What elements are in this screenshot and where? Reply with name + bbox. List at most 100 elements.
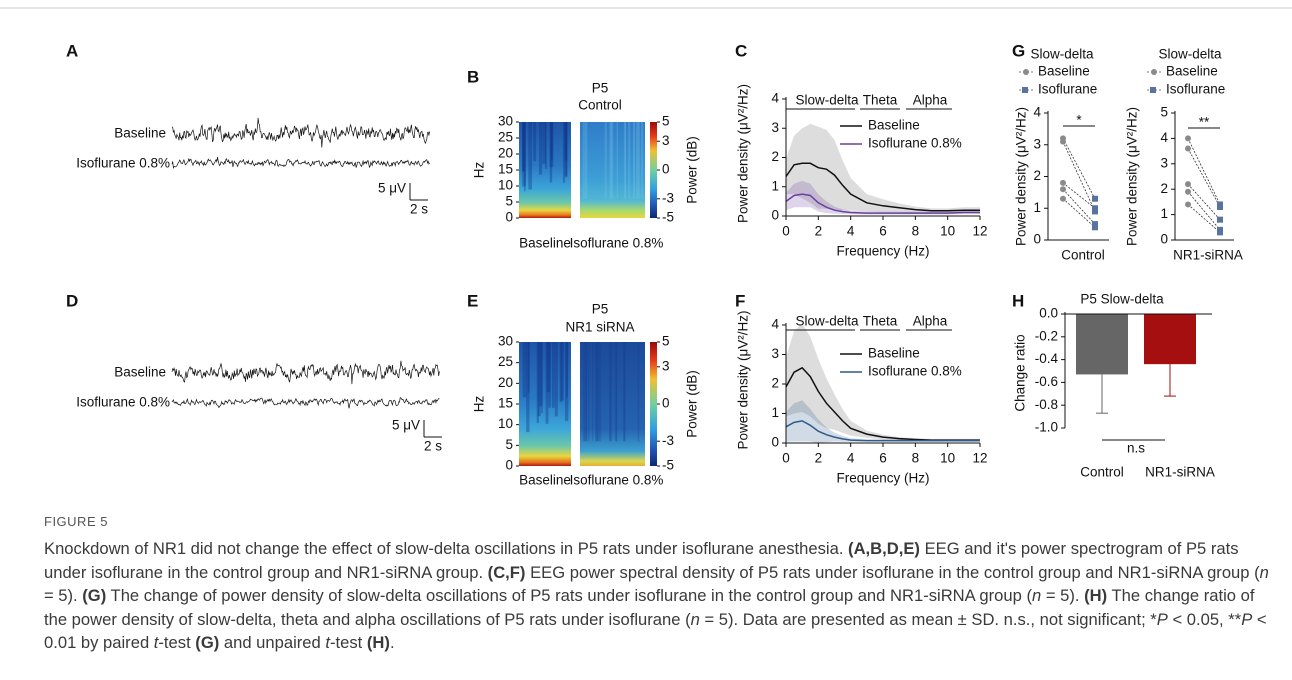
colorbar-tick-label: -5 bbox=[662, 210, 674, 225]
column-label: Isoflurane 0.8% bbox=[570, 473, 664, 488]
bar bbox=[1076, 314, 1128, 375]
sd-band bbox=[786, 123, 980, 214]
caption-run: -test bbox=[330, 633, 367, 652]
legend-label: Isoflurane 0.8% bbox=[868, 364, 962, 379]
pair-line bbox=[1187, 183, 1221, 220]
spectrogram-streak bbox=[611, 122, 614, 199]
panel-label: A bbox=[66, 41, 78, 60]
spectrogram-streak bbox=[585, 122, 588, 199]
colorbar-tick-label: 3 bbox=[662, 358, 670, 373]
eeg-trace bbox=[171, 117, 430, 148]
spectrogram-streak bbox=[614, 342, 618, 442]
legend-label: Baseline bbox=[1038, 64, 1090, 79]
caption-run: = 5). bbox=[44, 586, 83, 605]
legend-marker bbox=[1150, 87, 1156, 93]
x-tick-label: 0 bbox=[782, 451, 790, 466]
y-tick-label: 20 bbox=[498, 146, 513, 161]
y-tick-label: 1 bbox=[1033, 200, 1041, 215]
spectrogram-streak bbox=[522, 122, 526, 187]
spectrogram-streak bbox=[584, 342, 587, 442]
colorbar bbox=[650, 342, 657, 466]
point bbox=[1217, 203, 1223, 210]
scale-label: 2 s bbox=[410, 202, 428, 217]
spectrogram-streak bbox=[610, 122, 612, 199]
panel-label: C bbox=[735, 41, 747, 60]
spectrogram-image bbox=[519, 342, 571, 466]
y-tick-label: 10 bbox=[498, 416, 513, 431]
spectrogram-streak bbox=[523, 122, 526, 192]
spectrogram-streak bbox=[616, 122, 619, 199]
x-axis-label: NR1-siRNA bbox=[1173, 248, 1243, 263]
y-tick-label: 20 bbox=[498, 375, 513, 390]
y-tick-label: 4 bbox=[771, 317, 779, 332]
spectrogram-streak bbox=[551, 342, 555, 408]
y-tick-label: -0.2 bbox=[1035, 328, 1058, 343]
series-line bbox=[785, 193, 980, 214]
column-label: Baseline bbox=[519, 473, 571, 488]
caption-symbol: P bbox=[1156, 609, 1168, 629]
pair-line bbox=[1062, 188, 1096, 225]
x-tick-label: Control bbox=[1080, 465, 1124, 480]
x-tick-label: 8 bbox=[912, 451, 920, 466]
point bbox=[1060, 138, 1066, 145]
spectrogram-title: P5 bbox=[592, 81, 609, 96]
y-tick-label: -0.4 bbox=[1035, 351, 1059, 366]
x-tick-label: 10 bbox=[940, 451, 955, 466]
colorbar-tick-label: 0 bbox=[662, 396, 670, 411]
point bbox=[1092, 205, 1098, 212]
spectrogram-title: P5 bbox=[592, 302, 609, 317]
caption-ref: (H) bbox=[1084, 586, 1108, 605]
spectrogram-streak bbox=[546, 342, 551, 393]
caption-ref: (H) bbox=[366, 633, 390, 652]
caption-symbol: P bbox=[1241, 609, 1253, 629]
spectrogram-streak bbox=[582, 342, 586, 442]
point bbox=[1185, 135, 1191, 142]
pair-line bbox=[1062, 198, 1096, 228]
spectrogram-streak bbox=[624, 122, 626, 199]
spectrogram-streak bbox=[604, 122, 607, 199]
band-label: Theta bbox=[863, 314, 898, 329]
pair-line bbox=[1062, 182, 1096, 209]
spectrogram-streak bbox=[564, 342, 569, 422]
colorbar-tick-label: -3 bbox=[662, 433, 674, 448]
caption-symbol: n bbox=[1259, 562, 1269, 582]
colorbar bbox=[650, 122, 657, 218]
spectrogram-streak bbox=[528, 122, 532, 190]
legend-label: Baseline bbox=[868, 346, 920, 361]
caption-ref: (C,F) bbox=[487, 562, 526, 582]
point bbox=[1092, 224, 1098, 231]
panel-label: G bbox=[1012, 41, 1025, 60]
spectrogram-title: Control bbox=[578, 98, 622, 113]
legend-marker bbox=[1151, 69, 1157, 75]
spectrogram-streak bbox=[640, 122, 643, 199]
bar bbox=[1144, 314, 1196, 365]
point bbox=[1185, 181, 1191, 188]
y-tick-label: 2 bbox=[1160, 181, 1168, 196]
y-tick-label: 25 bbox=[498, 130, 513, 145]
y-axis-label: Hz bbox=[472, 162, 487, 179]
spectrogram-streak bbox=[522, 122, 524, 172]
y-tick-label: 0 bbox=[1160, 232, 1168, 247]
series-line bbox=[785, 420, 980, 442]
y-tick-label: 3 bbox=[1160, 155, 1168, 170]
point bbox=[1185, 188, 1191, 195]
point bbox=[1217, 216, 1223, 223]
spectrogram-streak bbox=[615, 342, 617, 442]
spectrogram-streak bbox=[565, 122, 568, 176]
trace-label: Isoflurane 0.8% bbox=[76, 395, 170, 410]
significance: * bbox=[1076, 113, 1082, 128]
y-tick-label: 1 bbox=[1160, 206, 1168, 221]
y-tick-label: 10 bbox=[498, 178, 513, 193]
spectrogram-streak bbox=[549, 122, 553, 183]
spectrogram-streak bbox=[537, 342, 541, 417]
x-tick-label: 8 bbox=[912, 224, 920, 239]
y-tick-label: 5 bbox=[1160, 105, 1168, 120]
y-tick-label: 1 bbox=[771, 405, 779, 420]
pair-line bbox=[1187, 148, 1221, 208]
spectrogram-streak bbox=[609, 342, 613, 442]
legend-label: Baseline bbox=[1166, 64, 1218, 79]
panel-label: H bbox=[1012, 291, 1024, 310]
column-label: Baseline bbox=[519, 236, 571, 251]
spectrogram-streak bbox=[633, 122, 636, 199]
